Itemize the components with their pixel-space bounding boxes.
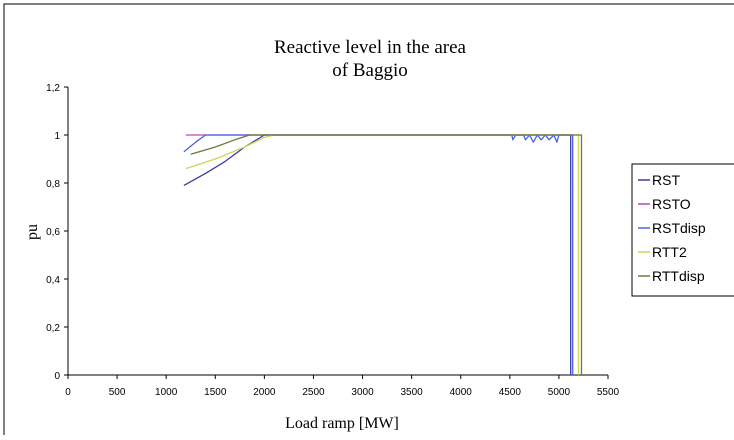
legend-label-rttdisp: RTTdisp bbox=[652, 268, 705, 284]
x-tick-label: 4000 bbox=[450, 387, 473, 398]
legend-label-rstdisp: RSTdisp bbox=[652, 220, 706, 236]
legend: RST RSTO RSTdisp RTT2 RTTdisp bbox=[638, 172, 706, 284]
chart-area-border bbox=[3, 3, 734, 440]
x-tick-label: 2500 bbox=[302, 387, 325, 398]
x-axis-title: Load ramp [MW] bbox=[285, 415, 399, 432]
x-tick-label: 1500 bbox=[204, 387, 227, 398]
series-line-rttdisp bbox=[190, 134, 583, 375]
y-tick-label: 1,2 bbox=[46, 83, 60, 94]
x-tick-label: 3500 bbox=[401, 387, 424, 398]
legend-label-rsto: RSTO bbox=[652, 196, 691, 212]
legend-label-rtt2: RTT2 bbox=[652, 244, 687, 260]
y-axis-title: pu bbox=[24, 224, 41, 240]
legend-label-rst: RST bbox=[652, 172, 680, 188]
y-tick-label: 1 bbox=[54, 131, 60, 142]
x-tick-label: 4500 bbox=[499, 387, 522, 398]
x-tick-label: 500 bbox=[109, 387, 126, 398]
y-tick-label: 0,4 bbox=[46, 275, 60, 286]
x-tick-label: 5500 bbox=[597, 387, 620, 398]
x-tick-label: 2000 bbox=[253, 387, 276, 398]
x-tick-label: 0 bbox=[65, 387, 71, 398]
y-tick-label: 0,6 bbox=[46, 227, 60, 238]
y-tick-label: 0 bbox=[54, 371, 60, 382]
legend-box bbox=[631, 163, 734, 297]
x-tick-label: 5000 bbox=[548, 387, 571, 398]
chart-title-line-1: Reactive level in the area bbox=[274, 37, 467, 58]
chart-title-line-2: of Baggio bbox=[332, 60, 407, 81]
y-tick-label: 0,8 bbox=[46, 179, 60, 190]
x-tick-label: 3000 bbox=[351, 387, 374, 398]
x-tick-label: 1000 bbox=[155, 387, 178, 398]
plot-layer: 0 500 1000 1500 2000 2500 3000 3500 4000 4500 5000… bbox=[46, 83, 619, 398]
y-tick-label: 0,2 bbox=[46, 323, 60, 334]
